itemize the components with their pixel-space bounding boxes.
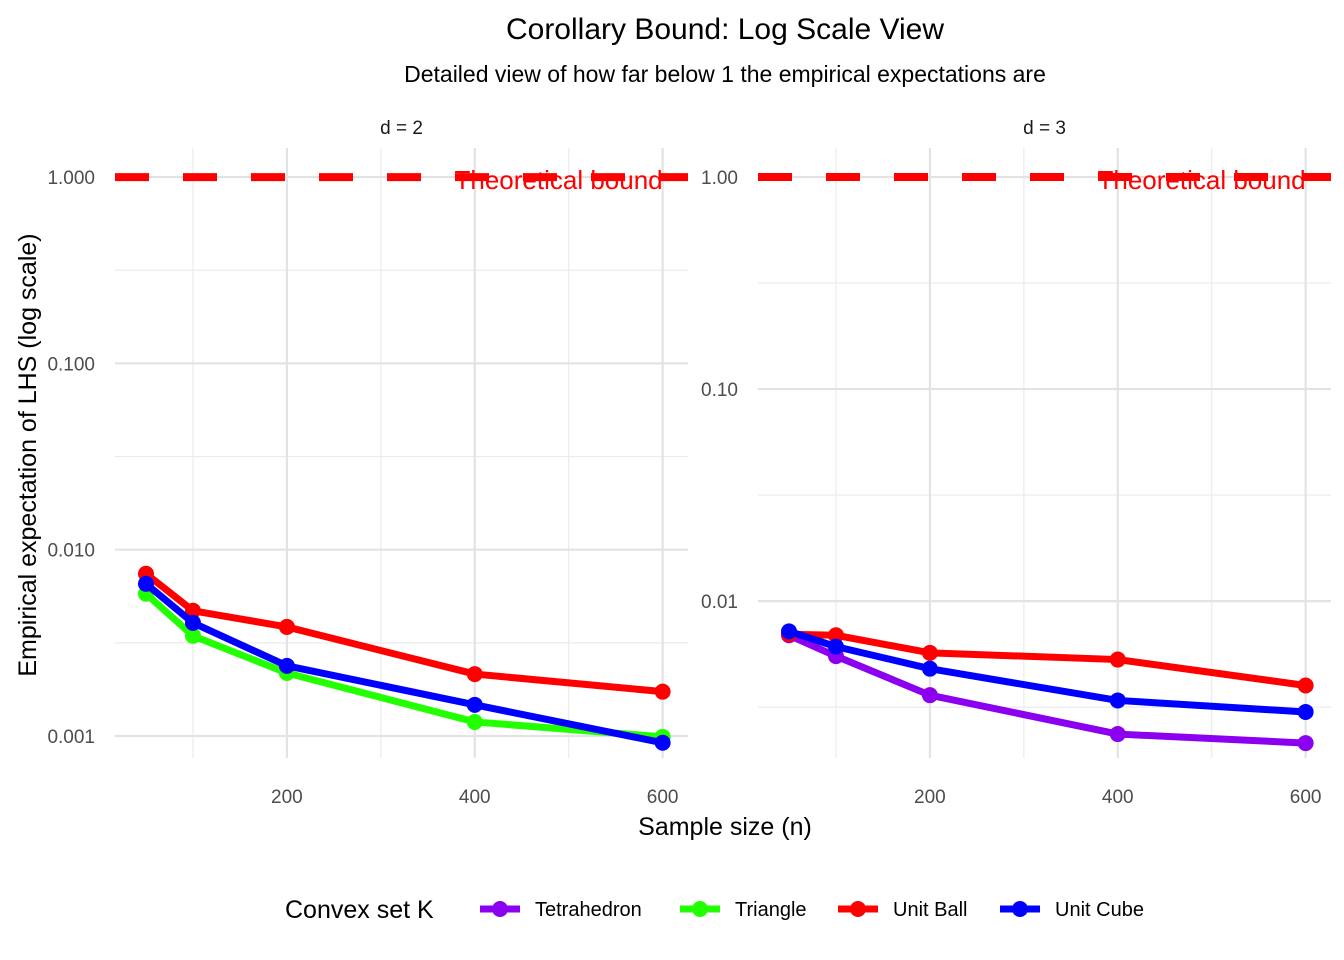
data-point-unit-cube bbox=[921, 660, 938, 677]
data-point-tetrahedron bbox=[1109, 726, 1126, 743]
panel-1: 0.001 0.010 0.100 1.000 200 400 600 d = 2 Theore… bbox=[47, 118, 688, 808]
theoretical-bound-label: Theoretical bound bbox=[1097, 165, 1305, 195]
legend-key-point bbox=[492, 901, 508, 917]
data-point-unit-cube bbox=[1109, 692, 1126, 709]
legend-label: Triangle bbox=[735, 899, 807, 921]
data-point-unit-cube bbox=[184, 614, 201, 631]
data-point-tetrahedron bbox=[921, 687, 938, 704]
y-tick-label: 0.10 bbox=[701, 380, 738, 401]
legend-key-point bbox=[850, 901, 866, 917]
legend-label: Unit Ball bbox=[893, 899, 967, 921]
y-tick-label: 0.001 bbox=[47, 727, 95, 748]
legend-item: Unit Cube bbox=[1000, 899, 1144, 921]
chart-title: Corollary Bound: Log Scale View bbox=[506, 13, 944, 46]
panel-2: 0.01 0.10 1.00 200 400 600 d = 3 Theoretical bo… bbox=[701, 118, 1331, 808]
y-tick-label: 1.000 bbox=[47, 168, 95, 189]
legend-item: Unit Ball bbox=[838, 899, 967, 921]
data-point-unit-ball bbox=[1109, 651, 1126, 668]
theoretical-bound-label: Theoretical bound bbox=[454, 165, 662, 195]
series-line-unit-cube bbox=[143, 581, 664, 747]
data-point-triangle bbox=[466, 713, 483, 730]
data-point-unit-ball bbox=[184, 602, 201, 619]
data-point-unit-ball bbox=[278, 618, 295, 635]
panel-strip-label: d = 2 bbox=[380, 118, 423, 139]
y-tick-label: 0.01 bbox=[701, 592, 738, 613]
data-point-unit-cube bbox=[654, 734, 671, 751]
y-tick-label: 1.00 bbox=[701, 168, 738, 189]
panel-strip-label: d = 3 bbox=[1023, 118, 1066, 139]
data-point-unit-cube bbox=[827, 638, 844, 655]
x-tick-label: 600 bbox=[1290, 787, 1322, 808]
x-tick-label: 200 bbox=[914, 787, 946, 808]
data-point-tetrahedron bbox=[1297, 735, 1314, 752]
y-tick-label: 0.100 bbox=[47, 354, 95, 375]
legend-label: Tetrahedron bbox=[535, 899, 642, 921]
legend-key-point bbox=[1012, 901, 1028, 917]
data-point-triangle bbox=[184, 627, 201, 644]
data-point-unit-cube bbox=[137, 575, 154, 592]
y-tick-label: 0.010 bbox=[47, 541, 95, 562]
series-line-unit-ball bbox=[143, 570, 663, 696]
data-point-unit-ball bbox=[1297, 677, 1314, 694]
x-tick-label: 400 bbox=[459, 787, 491, 808]
data-point-unit-ball bbox=[921, 644, 938, 661]
data-point-unit-cube bbox=[278, 657, 295, 674]
data-point-unit-cube bbox=[466, 696, 483, 713]
data-point-unit-cube bbox=[780, 623, 797, 640]
data-point-unit-ball bbox=[827, 627, 844, 644]
x-tick-label: 200 bbox=[271, 787, 303, 808]
y-axis-label: Empirical expectation of LHS (log scale) bbox=[14, 233, 42, 676]
series-line-unit-ball bbox=[788, 630, 1307, 689]
legend-item: Triangle bbox=[680, 899, 807, 921]
legend: Convex set K Tetrahedron Triangle Unit Bal… bbox=[285, 896, 1144, 924]
legend-item: Tetrahedron bbox=[480, 899, 642, 921]
x-tick-label: 600 bbox=[647, 787, 679, 808]
x-tick-label: 400 bbox=[1102, 787, 1134, 808]
x-axis-label: Sample size (n) bbox=[638, 813, 812, 841]
legend-key-point bbox=[692, 901, 708, 917]
data-point-unit-cube bbox=[1297, 703, 1314, 720]
data-point-unit-ball bbox=[654, 683, 671, 700]
data-point-unit-ball bbox=[466, 666, 483, 683]
chart-subtitle: Detailed view of how far below 1 the emp… bbox=[404, 61, 1046, 87]
legend-title: Convex set K bbox=[285, 896, 434, 924]
legend-label: Unit Cube bbox=[1055, 899, 1144, 921]
